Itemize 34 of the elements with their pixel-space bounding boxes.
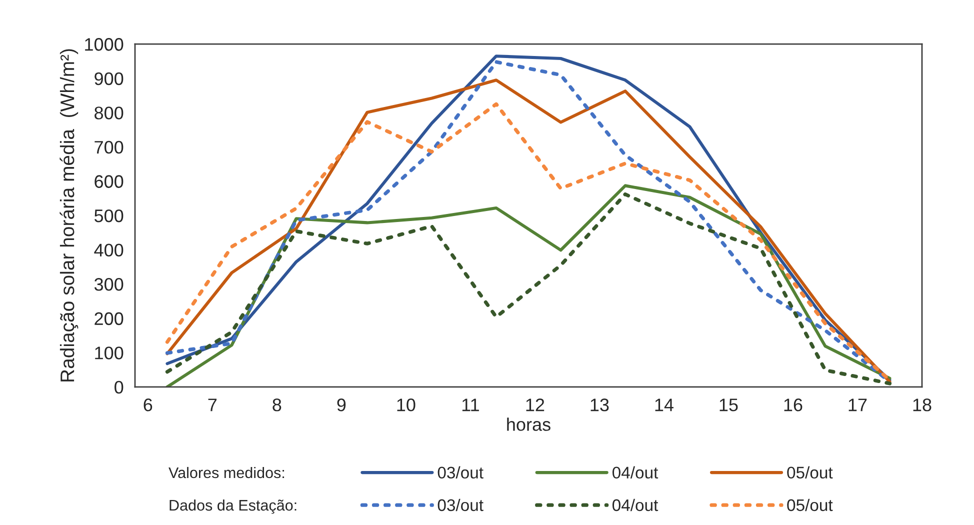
y-tick-label: 700: [94, 140, 124, 154]
x-tick-label: 8: [272, 398, 282, 412]
x-tick-label: 13: [590, 398, 609, 412]
y-tick-label: 1000: [85, 38, 124, 51]
y-tick-label: 800: [94, 106, 124, 120]
legend-label: 05/out: [787, 466, 833, 479]
y-tick-label: 100: [95, 346, 124, 360]
y-tick-label: 200: [94, 312, 124, 326]
y-tick-label: 0: [114, 380, 124, 394]
x-tick-label: 7: [208, 398, 217, 412]
legend-label: 03/out: [438, 466, 484, 479]
x-tick-label: 12: [526, 398, 544, 412]
x-tick-label: 10: [397, 398, 416, 412]
x-tick-label: 15: [720, 398, 738, 412]
x-tick-label: 17: [848, 398, 867, 412]
x-axis-title: horas: [507, 418, 550, 431]
y-tick-label: 300: [94, 278, 124, 291]
legend-label: 03/out: [438, 498, 484, 512]
x-tick-label: 18: [913, 398, 932, 412]
x-tick-label: 11: [462, 398, 479, 412]
y-tick-label: 400: [94, 244, 124, 257]
legend-label: 04/out: [612, 498, 658, 512]
legend-label: 05/out: [787, 498, 833, 512]
x-tick-label: 9: [337, 398, 346, 412]
text: Valores medidos:: [168, 466, 284, 478]
x-tick-label: 14: [655, 398, 674, 412]
y-tick-label: 900: [94, 72, 124, 86]
y-tick-label: 600: [94, 175, 124, 188]
y-tick-label: 500: [94, 209, 124, 222]
legend-label: 04/out: [612, 466, 658, 479]
x-tick-label: 6: [144, 398, 152, 412]
text: Dados da Estação:: [170, 499, 296, 514]
x-tick-label: 16: [784, 398, 802, 412]
y-axis-title: Radiação solar horária média (Wh/m²): [60, 49, 78, 382]
